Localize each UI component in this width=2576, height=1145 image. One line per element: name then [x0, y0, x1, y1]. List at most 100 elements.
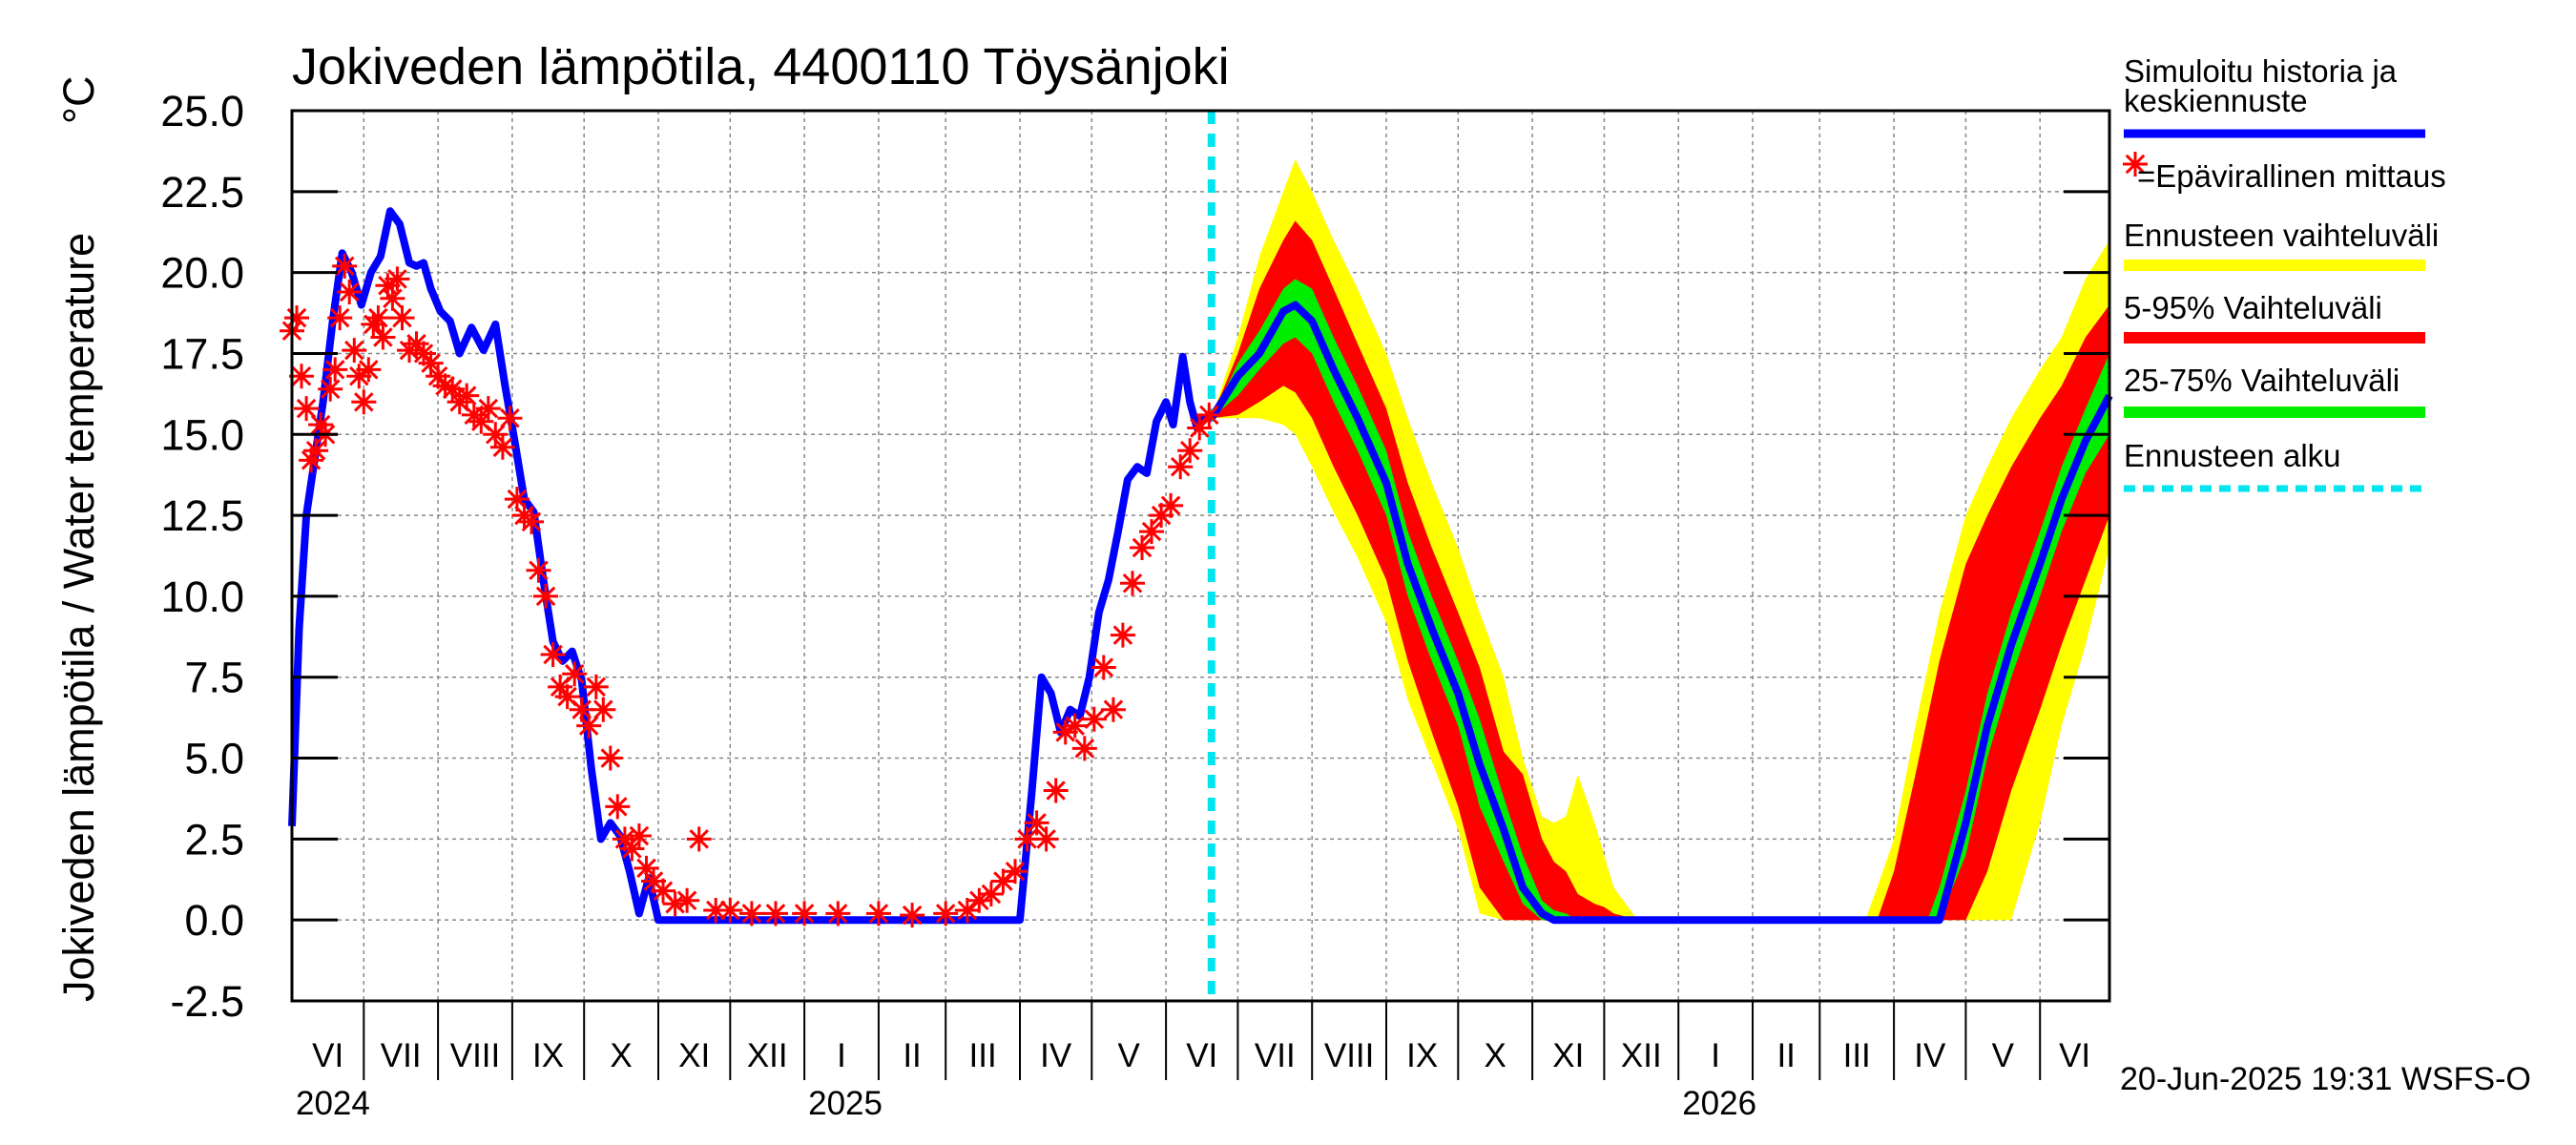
observation-point: [1168, 454, 1194, 480]
observation-point: [825, 901, 851, 926]
month-label: X: [610, 1037, 632, 1074]
legend-label-forecast-start: Ennusteen alku: [2124, 438, 2341, 473]
observation-point: [1177, 438, 1203, 464]
observation-point: [554, 684, 580, 710]
observation-point: [612, 826, 637, 852]
observation-point: [289, 364, 314, 389]
observation-point: [1196, 402, 1222, 427]
observation-point: [978, 882, 1004, 906]
observation-point: [954, 898, 980, 923]
observation-point: [583, 674, 609, 699]
month-label: II: [1776, 1037, 1795, 1074]
observation-point: [1149, 503, 1174, 529]
y-tick-label: 17.5: [160, 329, 244, 378]
axes: 25.0 22.5 20.0 17.5 15.0 12.5 10.0 7.5 5.0 2.5 0.0…: [160, 87, 2109, 1122]
y-tick-label: 5.0: [184, 735, 244, 783]
observation-point: [389, 305, 415, 331]
month-label: X: [1485, 1037, 1506, 1074]
observation-point: [626, 823, 652, 848]
observation-point: [1187, 415, 1213, 441]
observation-point: [411, 341, 436, 366]
observation-point: [303, 438, 329, 464]
month-label: XII: [747, 1037, 788, 1074]
plot-frame: [290, 109, 2111, 1003]
y-tick-label: 2.5: [184, 815, 244, 864]
observation-point: [1130, 535, 1154, 560]
observation-point: [1091, 655, 1116, 680]
y-axis-unit: °C: [54, 76, 103, 125]
observation-point: [686, 826, 712, 852]
observation-point: [468, 408, 494, 434]
observation-point: [1139, 519, 1164, 545]
month-label: V: [1118, 1037, 1141, 1074]
observation-point: [497, 406, 523, 431]
observation-point: [318, 376, 343, 402]
y-tick-label: 12.5: [160, 491, 244, 540]
observation-point: [1110, 622, 1135, 648]
observation-point: [346, 364, 372, 389]
observation-point: [703, 898, 729, 923]
observation-point: [619, 836, 645, 862]
band-25-75-area: [1211, 279, 2109, 921]
observation-point: [432, 373, 458, 399]
observation-point: [454, 383, 480, 408]
observation-point: [576, 713, 602, 739]
month-label: VIII: [1324, 1037, 1375, 1074]
legend-swatch-observed: [2123, 152, 2148, 177]
observation-point: [380, 285, 405, 311]
observation-point: [365, 305, 391, 331]
observation-point: [933, 901, 959, 926]
observation-point: [738, 901, 764, 926]
y-tick-label: -2.5: [170, 977, 244, 1026]
year-label: 2026: [1682, 1085, 1756, 1122]
month-label: IX: [532, 1037, 564, 1074]
forecast-mean-line: [1208, 301, 2113, 925]
observation-point: [489, 434, 515, 460]
observation-point: [475, 396, 501, 422]
observation-point: [483, 422, 509, 448]
observation-point: [299, 448, 324, 473]
observation-point: [569, 697, 594, 722]
observation-point: [900, 903, 925, 928]
legend-label-range: Ennusteen vaihteluväli: [2124, 218, 2439, 253]
observation-point: [865, 901, 891, 926]
observation-point: [356, 357, 382, 383]
legend-label-history: Simuloitu historia ja: [2124, 53, 2398, 89]
observation-point: [337, 280, 363, 304]
observation-point: [327, 305, 353, 331]
observation-point: [662, 891, 688, 917]
observation-point: [1158, 492, 1184, 518]
chart-title: Jokiveden lämpötila, 4400110 Töysänjoki: [292, 38, 1230, 95]
observation-point: [1062, 713, 1088, 739]
observation-point: [634, 855, 659, 881]
y-tick-label: 0.0: [184, 896, 244, 945]
month-label: VI: [312, 1037, 343, 1074]
timestamp: 20-Jun-2025 19:31 WSFS-O: [2120, 1061, 2531, 1097]
observation-point: [1052, 719, 1078, 745]
observation-point: [284, 305, 309, 331]
month-label: IV: [1914, 1037, 1946, 1074]
month-label: VII: [1255, 1037, 1296, 1074]
observation-point: [440, 376, 466, 402]
y-tick-label: 15.0: [160, 410, 244, 459]
month-label: VII: [381, 1037, 422, 1074]
month-label: V: [1992, 1037, 2015, 1074]
observation-point: [1033, 826, 1059, 852]
year-label: 2025: [808, 1085, 883, 1122]
month-label: III: [969, 1037, 997, 1074]
observation-point: [404, 331, 429, 357]
observation-point: [308, 412, 334, 438]
month-label: VI: [1186, 1037, 1217, 1074]
observation-point: [1100, 697, 1126, 722]
observation-point: [597, 745, 623, 771]
observation-point: [548, 674, 573, 699]
observation-point: [1003, 859, 1028, 885]
observation-point: [562, 661, 588, 687]
observation-point: [342, 338, 367, 364]
observation-point: [426, 364, 451, 389]
month-label: I: [1711, 1037, 1720, 1074]
observation-point: [370, 324, 396, 350]
observation-point: [641, 868, 666, 894]
